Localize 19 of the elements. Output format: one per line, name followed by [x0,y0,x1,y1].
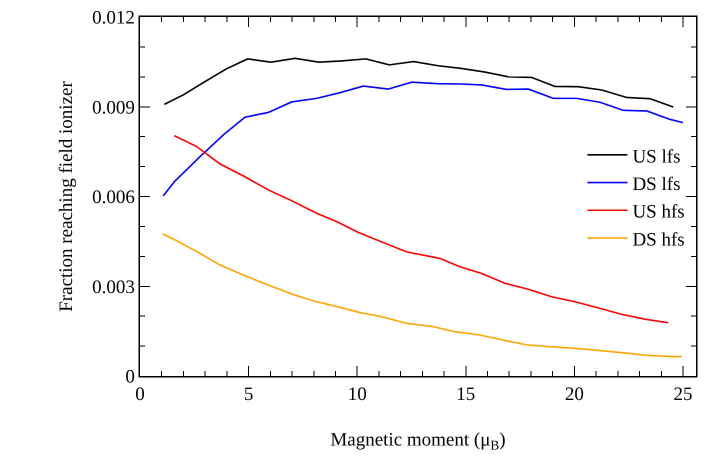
y-tick-label: 0.012 [92,8,135,29]
x-axis-title: Magnetic moment (μ$_{B}$) [330,430,506,453]
y-tick-label: 0 [125,366,135,388]
legend-label: DS hfs [632,229,685,250]
line-series [162,81,684,197]
x-tick-label: 10 [348,384,367,406]
y-tick-label: 0.006 [92,187,135,208]
legend-label: US hfs [632,202,685,223]
legend-label: US lfs [632,146,680,168]
x-tick-label: 25 [673,384,692,406]
y-tick-label: 0.003 [92,276,135,298]
x-tick-label: 5 [244,384,254,406]
legend-label: DS lfs [632,174,680,195]
x-tick-label: 20 [564,384,584,406]
y-axis-title: Fraction reaching field ionizer [56,80,78,312]
x-tick-label: 15 [456,384,476,406]
line-series [164,57,674,108]
y-tick-label: 0.009 [92,97,135,118]
line-series [162,233,682,358]
